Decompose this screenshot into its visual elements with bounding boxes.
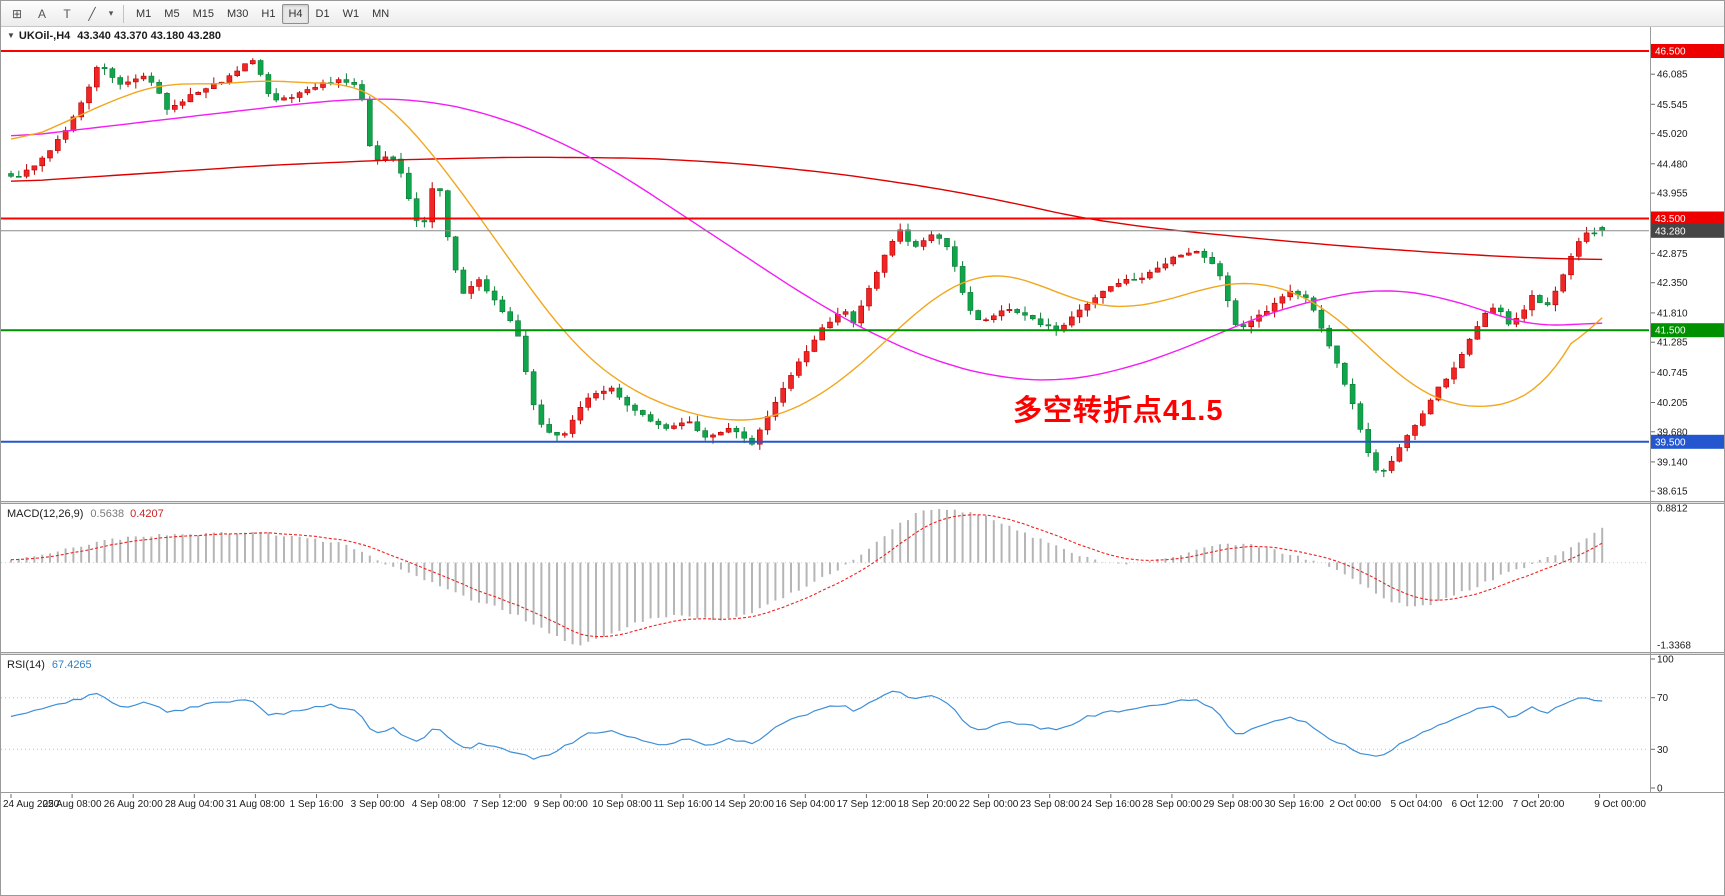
rsi-group: 100 70 30 0 [1,655,1674,795]
svg-text:29 Sep 08:00: 29 Sep 08:00 [1203,799,1263,810]
chart-grid-icon[interactable]: ⊞ [11,6,23,21]
svg-text:11 Sep 16:00: 11 Sep 16:00 [654,799,713,810]
svg-text:42.350: 42.350 [1657,278,1688,289]
price-badge-39.500 [1651,434,1724,449]
svg-text:43.280: 43.280 [1655,226,1686,237]
candles-group [8,58,1605,478]
svg-text:7 Sep 12:00: 7 Sep 12:00 [473,799,527,810]
ma-medium-magenta-line [10,98,1603,381]
svg-text:26 Aug 20:00: 26 Aug 20:00 [104,799,163,810]
svg-text:100: 100 [1657,655,1674,666]
svg-text:24 Sep 16:00: 24 Sep 16:00 [1081,799,1141,810]
timeframe-button-mn[interactable]: MN [372,7,390,20]
svg-text:18 Sep 20:00: 18 Sep 20:00 [898,799,958,810]
timeframe-button-m15[interactable]: M15 [192,7,214,20]
timeframe-button-m30[interactable]: M30 [226,7,249,20]
svg-text:28 Sep 00:00: 28 Sep 00:00 [1142,799,1202,810]
trendline-tools-icon[interactable]: ╱ [88,6,96,21]
svg-text:3 Sep 00:00: 3 Sep 00:00 [351,799,405,810]
price-axis[interactable] [1651,27,1725,792]
svg-text:30 Sep 16:00: 30 Sep 16:00 [1264,799,1324,810]
svg-text:23 Sep 08:00: 23 Sep 08:00 [1020,799,1080,810]
chart-toolbar: ⊞ A T ╱ ▾ M1 M5 M15 M30 H1 H4 D1 W1 MN [1,1,1724,27]
svg-text:42.875: 42.875 [1657,249,1688,260]
svg-text:40.205: 40.205 [1657,398,1688,409]
timeframe-button-m5[interactable]: M5 [164,7,180,20]
toolbar-separator [123,4,124,23]
svg-text:14 Sep 20:00: 14 Sep 20:00 [714,799,774,810]
timeframe-button-group: M1 M5 M15 M30 H1 H4 D1 W1 MN [130,3,395,24]
svg-text:30: 30 [1657,745,1669,756]
ma-fast-orange-line [10,80,1603,421]
svg-text:38.615: 38.615 [1657,487,1688,498]
svg-text:39.680: 39.680 [1657,427,1688,438]
svg-text:9 Oct 00:00: 9 Oct 00:00 [1594,799,1646,810]
macd-panel[interactable] [1,504,1649,652]
svg-text:40.745: 40.745 [1657,368,1688,379]
svg-text:28 Aug 04:00: 28 Aug 04:00 [165,799,224,810]
macd-group: 0.8812 -1.3368 [1,504,1691,652]
panel-borders-group [1,27,1724,793]
svg-text:4 Sep 08:00: 4 Sep 08:00 [412,799,466,810]
timeframe-button-h1[interactable]: H1 [261,7,276,20]
chart-area[interactable]: 46.500 43.500 43.280 41.500 39.500 46.085 45.5… [1,27,1725,817]
svg-text:45.020: 45.020 [1657,129,1688,140]
svg-text:5 Oct 04:00: 5 Oct 04:00 [1390,799,1442,810]
timeframe-button-m1[interactable]: M1 [136,7,152,20]
macd-axis-min: -1.3368 [1657,641,1691,652]
rsi-panel[interactable] [1,655,1649,792]
svg-text:39.140: 39.140 [1657,457,1688,468]
macd-axis-max: 0.8812 [1657,504,1688,515]
annotate-text-icon[interactable]: A [37,6,46,21]
timeframe-button-w1[interactable]: W1 [342,7,360,20]
timeframe-button-d1[interactable]: D1 [315,7,330,20]
svg-text:39.500: 39.500 [1655,437,1686,448]
dropdown-caret-icon[interactable]: ▾ [108,8,114,18]
price-badge-41.500 [1651,323,1724,338]
price-badge-46.500 [1651,44,1724,58]
svg-text:0: 0 [1657,784,1663,795]
macd-signal-line [10,514,1603,638]
price-badge-43.500 [1651,211,1724,226]
svg-text:17 Sep 12:00: 17 Sep 12:00 [837,799,897,810]
svg-text:9 Sep 00:00: 9 Sep 00:00 [534,799,588,810]
svg-text:46.500: 46.500 [1655,47,1686,58]
svg-text:31 Aug 08:00: 31 Aug 08:00 [226,799,285,810]
svg-text:22 Sep 00:00: 22 Sep 00:00 [959,799,1019,810]
window-blank-area [1,817,1724,895]
svg-text:1 Sep 16:00: 1 Sep 16:00 [290,799,344,810]
svg-text:45.545: 45.545 [1657,100,1688,111]
svg-text:46.085: 46.085 [1657,70,1688,81]
svg-text:10 Sep 08:00: 10 Sep 08:00 [592,799,652,810]
moving-averages-group [10,80,1603,421]
svg-text:43.500: 43.500 [1655,214,1686,225]
svg-text:44.480: 44.480 [1657,159,1688,170]
rsi-line [10,690,1603,760]
svg-text:6 Oct 12:00: 6 Oct 12:00 [1452,799,1504,810]
svg-text:25 Aug 08:00: 25 Aug 08:00 [43,799,102,810]
svg-text:24 Aug 2020: 24 Aug 2020 [3,799,60,810]
timeframe-button-h4[interactable]: H4 [282,3,309,24]
svg-text:16 Sep 04:00: 16 Sep 04:00 [776,799,836,810]
text-label-icon[interactable]: T [63,6,71,21]
svg-text:2 Oct 00:00: 2 Oct 00:00 [1329,799,1381,810]
svg-text:7 Oct 20:00: 7 Oct 20:00 [1513,799,1565,810]
ma-slow-red-line [10,156,1603,261]
price-chart-panel[interactable] [1,27,1649,501]
svg-text:41.500: 41.500 [1655,326,1686,337]
toolbar-icon-group: ⊞ A T ╱ ▾ [5,4,117,24]
svg-text:41.810: 41.810 [1657,308,1688,319]
svg-text:41.285: 41.285 [1657,338,1688,349]
svg-text:70: 70 [1657,693,1669,704]
svg-text:43.955: 43.955 [1657,189,1688,200]
price-axis-ticks-group: 46.085 45.545 45.020 44.480 43.955 42.875 42.3… [1651,70,1688,498]
price-badge-43.280 [1651,223,1724,238]
